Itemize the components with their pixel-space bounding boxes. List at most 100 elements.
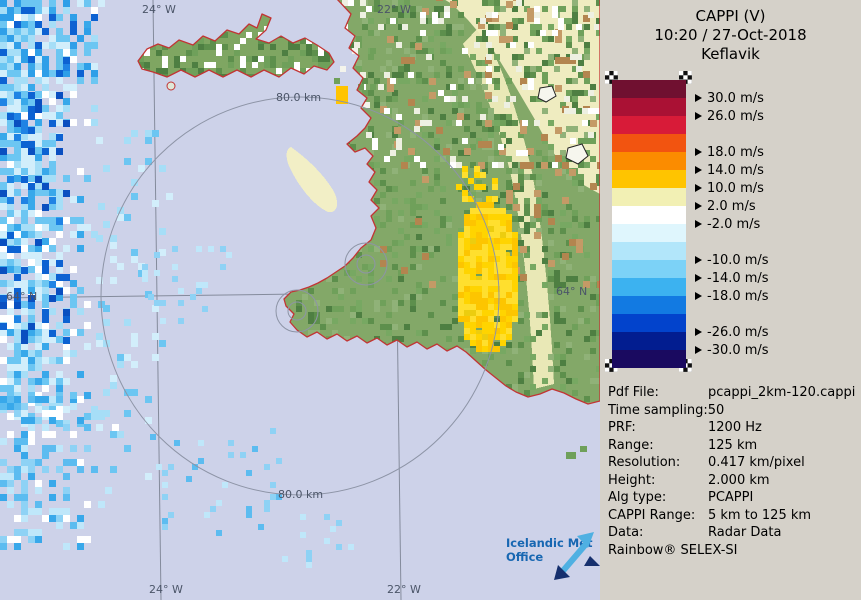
legend-label-text: -10.0 m/s: [707, 252, 769, 268]
legend-arrow-icon: [695, 220, 702, 228]
info-label: CAPPI Range:: [608, 507, 696, 523]
legend-label: 10.0 m/s: [695, 180, 764, 196]
legend-label: -18.0 m/s: [695, 288, 769, 304]
legend-arrow-icon: [695, 166, 702, 174]
imo-logo-text-line1: Icelandic Met: [506, 536, 593, 550]
legend-label: -10.0 m/s: [695, 252, 769, 268]
info-value: 2.000 km: [708, 472, 770, 488]
lon-label-bottom-left: 24° W: [149, 583, 183, 596]
legend-label-text: 18.0 m/s: [707, 144, 764, 160]
legend-label: -14.0 m/s: [695, 270, 769, 286]
info-row: Pdf File: pcappi_2km-120.cappi: [608, 384, 859, 402]
legend-band: [612, 206, 686, 224]
info-row: Time sampling:50: [608, 402, 859, 420]
info-label: Resolution:: [608, 455, 681, 471]
info-value: PCAPPI: [708, 490, 754, 506]
radar-site-marker: [344, 242, 388, 286]
radar-map[interactable]: 24° W 22° W 24° W 22° W 64° N 64° N 80.0…: [0, 0, 600, 600]
legend-label: 26.0 m/s: [695, 108, 764, 124]
legend-band: [612, 80, 686, 98]
legend-label-text: 14.0 m/s: [707, 162, 764, 178]
echo-pale-band-east: [463, 26, 554, 389]
legend-label-text: 30.0 m/s: [707, 90, 764, 106]
legend-label: 18.0 m/s: [695, 144, 764, 160]
legend-label-text: 26.0 m/s: [707, 108, 764, 124]
legend-arrow-icon: [695, 292, 702, 300]
legend-arrow-icon: [695, 274, 702, 282]
map-labels: 24° W 22° W 24° W 22° W 64° N 64° N 80.0…: [6, 3, 587, 596]
range-ring-80km: [100, 96, 500, 496]
islet: [566, 452, 576, 459]
land-tan: [380, 0, 600, 288]
lakes: [166, 81, 589, 459]
info-value: 1200 Hz: [708, 420, 762, 436]
echo-west-deep: [0, 57, 70, 344]
lake: [565, 143, 589, 165]
info-row: Range: 125 km: [608, 437, 859, 455]
echo-mid-specks: [142, 246, 232, 324]
station-name: Keflavik: [701, 45, 760, 63]
info-row: Alg type: PCAPPI: [608, 489, 859, 507]
legend-label-text: -14.0 m/s: [707, 270, 769, 286]
legend-band: [612, 224, 686, 242]
radar-site-marker: [275, 289, 319, 333]
lon-label-top-left: 24° W: [142, 3, 176, 16]
info-value: Radar Data: [708, 525, 782, 541]
radar-site-marker: [356, 254, 376, 274]
echo-bottom-center: [282, 514, 354, 568]
legend-label: -2.0 m/s: [695, 216, 760, 232]
legend-label-text: -26.0 m/s: [707, 324, 769, 340]
legend-band: [612, 188, 686, 206]
title-block: CAPPI (V) 10:20 / 27-Oct-2018 Keflavik: [600, 7, 861, 64]
info-row: Resolution: 0.417 km/pixel: [608, 454, 859, 472]
info-value: 5 km to 125 km: [708, 507, 812, 523]
highland-terrain: [445, 0, 600, 194]
scan-info: Pdf File: pcappi_2km-120.cappi Time sampli…: [608, 384, 859, 559]
legend-label-text: -2.0 m/s: [707, 216, 761, 232]
legend-band: [612, 278, 686, 296]
legend-label-text: 2.0 m/s: [707, 198, 756, 214]
imo-logo: Icelandic Met Office: [506, 532, 600, 580]
legend-band: [612, 314, 686, 332]
lat-label-right: 64° N: [556, 285, 587, 298]
info-panel: CAPPI (V) 10:20 / 27-Oct-2018 Keflavik 3…: [600, 0, 861, 600]
legend-band: [612, 98, 686, 116]
imo-logo-icon: [554, 532, 600, 580]
lake: [537, 85, 557, 103]
islet: [166, 81, 176, 91]
legend-bar: [612, 80, 686, 368]
legend-band: [612, 350, 686, 368]
info-value: pcappi_2km-120.cappi: [708, 385, 856, 401]
legend-label: 30.0 m/s: [695, 90, 764, 106]
info-label: Pdf File:: [608, 385, 659, 401]
info-row: Height: 2.000 km: [608, 472, 859, 490]
echo-west-south: [0, 396, 119, 550]
legend-band: [612, 242, 686, 260]
legend-band: [612, 116, 686, 134]
product-title: CAPPI (V): [695, 7, 766, 25]
range-label-bottom: 80.0 km: [278, 488, 323, 501]
echo-gold: [458, 202, 518, 352]
info-row: Data: Radar Data: [608, 524, 859, 542]
legend-label: -30.0 m/s: [695, 342, 769, 358]
imo-logo-text-line2: Office: [506, 550, 543, 564]
legend-band: [612, 332, 686, 350]
info-label: Height:: [608, 472, 656, 488]
radar-site-marker: [287, 301, 307, 321]
lat-label-left: 64° N: [6, 290, 37, 303]
coastline: [137, 0, 600, 405]
echo-topleft-blue: [0, 0, 98, 84]
info-label: Data:: [608, 525, 644, 541]
legend-band: [612, 134, 686, 152]
info-row: PRF: 1200 Hz: [608, 419, 859, 437]
legend-label-text: -30.0 m/s: [707, 342, 769, 358]
legend-arrow-icon: [695, 202, 702, 210]
info-row: CAPPI Range: 5 km to 125 km: [608, 507, 859, 525]
info-value: 0.417 km/pixel: [708, 455, 805, 471]
lon-label-bottom-right: 22° W: [387, 583, 421, 596]
info-label: Rainbow® SELEX-SI: [608, 542, 738, 558]
info-label: Time sampling:50: [608, 402, 725, 418]
echo-bottom-specks: [150, 428, 282, 536]
info-label: Alg type:: [608, 490, 667, 506]
range-label-top: 80.0 km: [276, 91, 321, 104]
